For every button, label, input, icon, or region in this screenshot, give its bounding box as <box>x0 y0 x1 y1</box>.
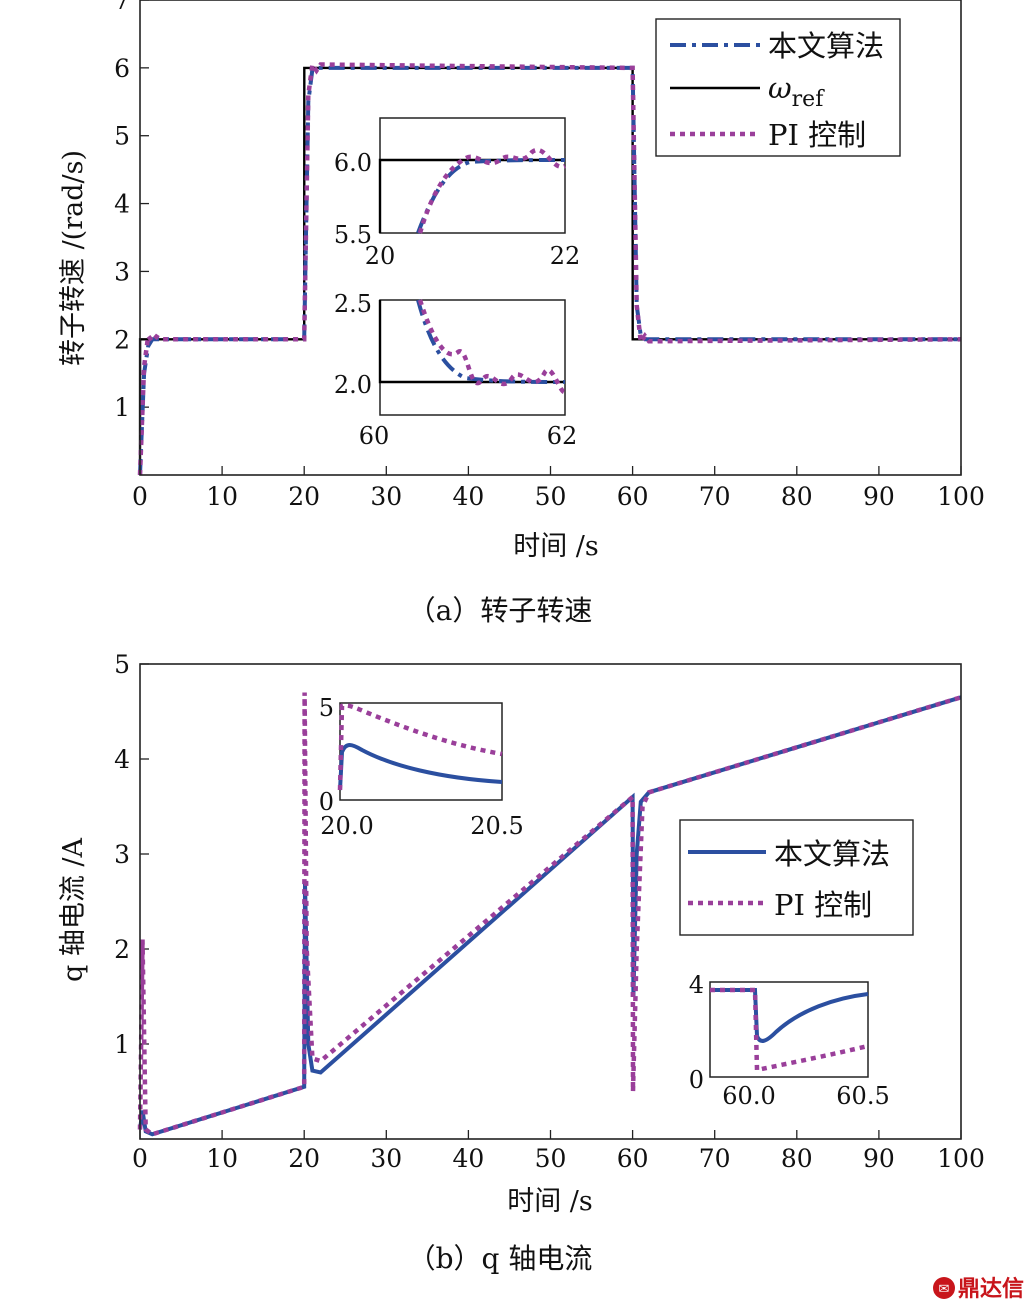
y-tick-label: 2 <box>114 325 130 354</box>
y-tick-label: 4 <box>114 745 130 774</box>
inset-b2-ytick: 4 <box>689 971 704 999</box>
y-tick-label: 1 <box>114 393 130 422</box>
chart-a-legend: 本文算法 ωref PI 控制 <box>655 18 901 157</box>
chart-b-caption: （b）q 轴电流 <box>408 1242 593 1275</box>
chart-b-plot-frame <box>139 663 962 1140</box>
y-tick-label: 4 <box>114 190 130 219</box>
chart-a-ylabel: 转子转速 /(rad/s) <box>58 150 89 366</box>
inset-b1-ours-line <box>338 743 503 791</box>
inset-a2-ytick: 2.5 <box>334 290 372 318</box>
x-tick-label: 100 <box>937 482 985 511</box>
y-tick-label: 3 <box>114 840 130 869</box>
inset-b2-ytick: 0 <box>689 1066 704 1094</box>
inset-a1-xtick: 22 <box>550 242 581 270</box>
legend-label-ref-main: ω <box>768 71 792 105</box>
x-tick-label: 80 <box>781 482 813 511</box>
watermark-text: 鼎达信 <box>958 1276 1024 1302</box>
chart-a-inset-1: 6.0 5.5 20 22 <box>334 117 581 270</box>
inset-b1-xtick: 20.0 <box>320 812 373 840</box>
x-tick-label: 20 <box>288 482 320 511</box>
chart-b-inset-2: 4 0 60.0 60.5 <box>689 971 890 1110</box>
chart-a-caption: （a）转子转速 <box>408 594 593 627</box>
watermark-logo-icon <box>933 1277 955 1299</box>
x-tick-label: 80 <box>781 1144 813 1173</box>
legend-label-pi: PI 控制 <box>768 118 866 152</box>
x-tick-label: 60 <box>617 482 649 511</box>
x-tick-label: 0 <box>132 482 148 511</box>
x-tick-label: 50 <box>535 482 567 511</box>
inset-a1-ytick: 6.0 <box>334 149 372 177</box>
x-tick-label: 10 <box>206 482 238 511</box>
legend-label-ref-sub: ref <box>792 87 826 112</box>
inset-b2-xtick: 60.5 <box>836 1082 889 1110</box>
y-tick-label: 6 <box>114 54 130 83</box>
inset-a2-frame <box>379 299 566 416</box>
series-line <box>137 692 962 1137</box>
legend-label-ref: ωref <box>768 71 825 112</box>
x-tick-label: 100 <box>937 1144 985 1173</box>
inset-a2-xtick: 60 <box>359 422 390 450</box>
x-tick-label: 30 <box>370 482 402 511</box>
chart-b-ylabel: q 轴电流 /A <box>58 837 89 982</box>
chart-a-plot-frame <box>139 0 962 476</box>
legend-label-ours: 本文算法 <box>774 837 890 871</box>
inset-b2-xtick: 60.0 <box>722 1082 775 1110</box>
inset-a1-ytick: 5.5 <box>334 221 372 249</box>
chart-a-inset-2: 2.5 2.0 60 62 <box>334 290 577 450</box>
x-tick-label: 70 <box>699 1144 731 1173</box>
chart-b-xlabel: 时间 /s <box>507 1186 593 1217</box>
inset-a2-ours-line <box>416 299 566 384</box>
y-tick-label: 3 <box>114 257 130 286</box>
chart-a-xlabel: 时间 /s <box>513 531 599 562</box>
y-tick-label: 1 <box>114 1030 130 1059</box>
x-tick-label: 40 <box>452 482 484 511</box>
inset-b1-xtick: 20.5 <box>470 812 523 840</box>
series-line <box>137 58 962 476</box>
inset-a1-pi-line <box>417 147 566 234</box>
x-tick-label: 40 <box>452 1144 484 1173</box>
inset-a1-frame <box>379 117 566 234</box>
watermark: ✉ 鼎达信 <box>933 1276 1024 1302</box>
x-tick-label: 70 <box>699 482 731 511</box>
chart-a-ticks: 0 10 20 30 40 50 60 70 80 90 100 1 2 3 4 5 6 7 <box>114 0 985 511</box>
inset-a1-ref-line <box>378 158 565 233</box>
inset-b1-ytick: 0 <box>319 788 334 816</box>
inset-a2-pi-line <box>417 299 568 395</box>
y-tick-label: 7 <box>114 0 130 15</box>
legend-label-pi: PI 控制 <box>774 888 872 922</box>
x-tick-label: 10 <box>206 1144 238 1173</box>
chart-b-legend-box <box>679 819 914 936</box>
inset-a1-xtick: 20 <box>365 242 396 270</box>
y-tick-label: 2 <box>114 935 130 964</box>
legend-label-ours: 本文算法 <box>768 29 884 63</box>
watermark-logo-glyph: ✉ <box>939 1282 950 1297</box>
x-tick-label: 90 <box>863 1144 895 1173</box>
inset-a2-xtick: 62 <box>547 422 578 450</box>
inset-a2-ytick: 2.0 <box>334 371 372 399</box>
chart-a-rotor-speed: 0 10 20 30 40 50 60 70 80 90 100 1 2 3 4 5 6 7 转子转速 /(rad… <box>58 0 985 627</box>
chart-b-legend: 本文算法 PI 控制 <box>679 819 914 936</box>
x-tick-label: 20 <box>288 1144 320 1173</box>
y-tick-label: 5 <box>114 650 130 679</box>
y-tick-label: 5 <box>114 122 130 151</box>
inset-b1-pi-line <box>337 703 503 791</box>
inset-b1-ytick: 5 <box>319 694 334 722</box>
chart-b-series <box>137 692 962 1137</box>
x-tick-label: 0 <box>132 1144 148 1173</box>
x-tick-label: 90 <box>863 482 895 511</box>
x-tick-label: 30 <box>370 1144 402 1173</box>
inset-b2-ours-line <box>710 988 869 1043</box>
inset-b2-pi-line <box>710 987 869 1073</box>
x-tick-label: 50 <box>535 1144 567 1173</box>
chart-b-inset-1: 5 0 20.0 20.5 <box>319 694 524 840</box>
x-tick-label: 60 <box>617 1144 649 1173</box>
